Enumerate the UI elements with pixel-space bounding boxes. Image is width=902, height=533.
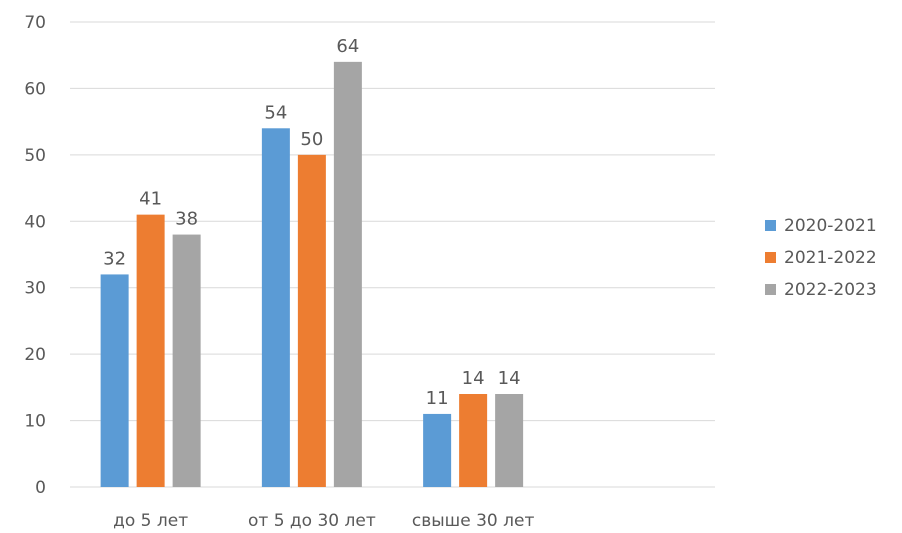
gridlines: [70, 21, 715, 488]
data-label: 54: [264, 102, 287, 123]
y-tick-label: 0: [35, 478, 46, 498]
y-tick-label: 50: [24, 146, 46, 166]
bar-2020-2021-2: [423, 413, 452, 487]
x-category-label: до 5 лет: [113, 511, 188, 531]
legend-label: 2021-2022: [784, 248, 877, 268]
data-label: 11: [426, 388, 449, 409]
bar-2021-2022-0: [136, 214, 165, 487]
data-label: 41: [139, 189, 162, 210]
legend: 2020-2021 2021-2022 2022-2023: [765, 216, 877, 300]
data-label: 32: [103, 248, 126, 269]
data-label: 38: [175, 209, 198, 230]
y-tick-label: 60: [24, 79, 46, 99]
bars: [100, 61, 524, 488]
x-category-label: свыше 30 лет: [412, 511, 535, 531]
y-tick-label: 20: [24, 345, 46, 365]
x-axis-categories: до 5 лет от 5 до 30 лет свыше 30 лет: [113, 511, 534, 531]
bar-2020-2021-1: [261, 128, 290, 488]
y-tick-label: 40: [24, 212, 46, 232]
bar-2022-2023-2: [495, 394, 524, 487]
legend-swatch: [765, 284, 776, 295]
bar-2021-2022-1: [297, 154, 326, 487]
y-tick-label: 70: [24, 13, 46, 33]
data-label: 14: [462, 368, 485, 389]
y-tick-label: 10: [24, 412, 46, 432]
data-label: 64: [336, 36, 359, 57]
bar-2020-2021-0: [100, 274, 129, 487]
bar-2022-2023-1: [333, 61, 362, 487]
x-category-label: от 5 до 30 лет: [248, 511, 376, 531]
legend-label: 2022-2023: [784, 280, 877, 300]
bar-2022-2023-0: [172, 234, 201, 487]
legend-swatch: [765, 252, 776, 263]
bar-2021-2022-2: [459, 394, 488, 487]
y-axis-ticks: 0 10 20 30 40 50 60 70: [24, 13, 46, 498]
data-label: 14: [498, 368, 521, 389]
legend-swatch: [765, 220, 776, 231]
data-label: 50: [300, 129, 323, 150]
y-tick-label: 30: [24, 279, 46, 299]
legend-label: 2020-2021: [784, 216, 877, 236]
data-labels: 32 41 38 54 50 64 11 14 14: [103, 36, 520, 409]
